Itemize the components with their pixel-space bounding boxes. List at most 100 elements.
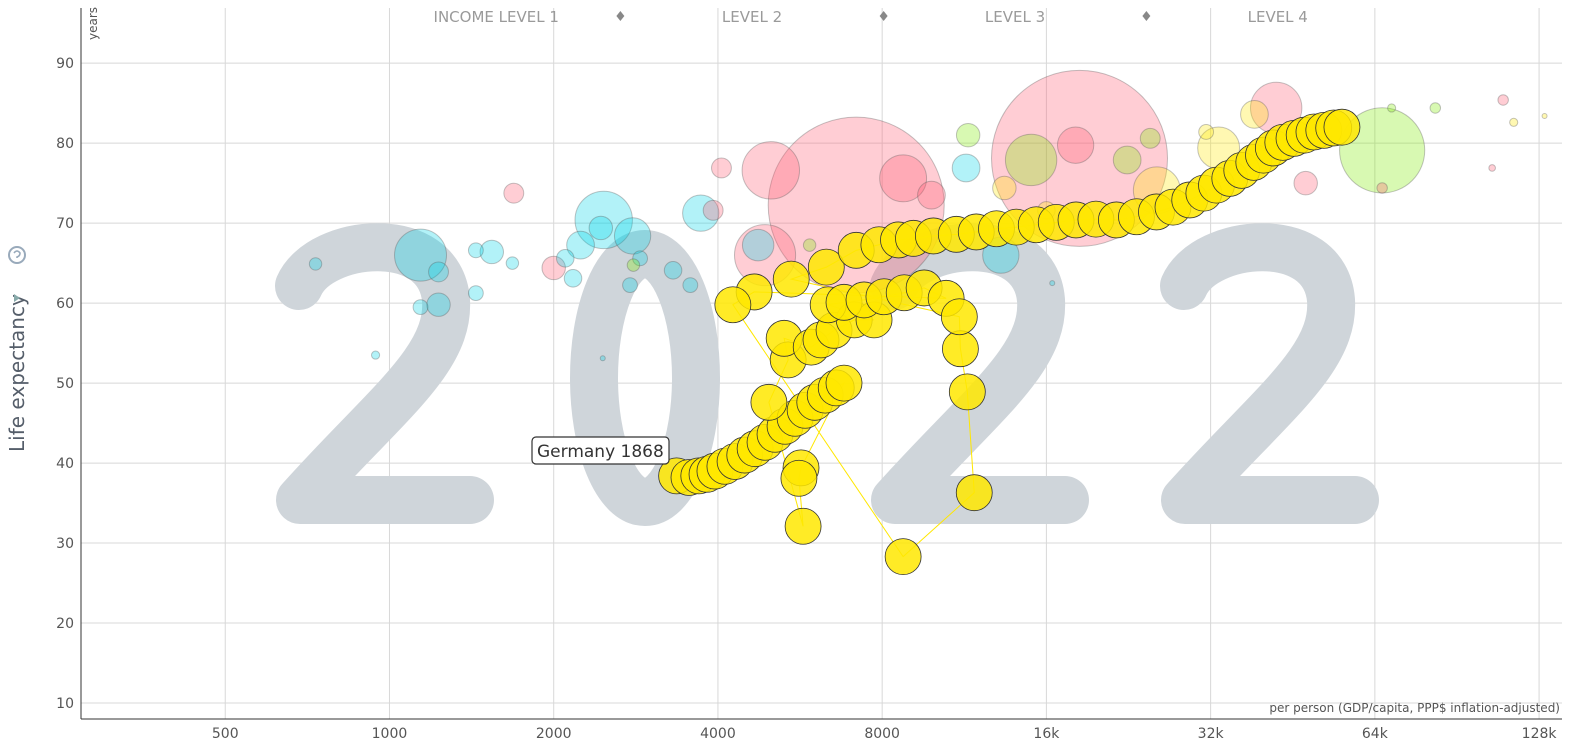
- germany-trail-bubble[interactable]: [784, 507, 822, 545]
- label-box: [531, 436, 670, 465]
- x-tick-label: 32k: [1198, 726, 1225, 742]
- trail-start-label[interactable]: Germany 1868: [531, 436, 670, 465]
- country-bubble[interactable]: [1004, 133, 1058, 187]
- germany-trail-bubble[interactable]: [780, 459, 818, 497]
- germany-trail-bubble[interactable]: [825, 364, 863, 402]
- country-bubble[interactable]: [426, 292, 451, 317]
- dropdown-arrow-icon[interactable]: [14, 294, 20, 302]
- country-bubble[interactable]: [1429, 102, 1442, 114]
- country-bubble[interactable]: [1497, 94, 1509, 106]
- help-icon[interactable]: [8, 246, 26, 264]
- label-text: Germany 1868: [537, 442, 664, 462]
- germany-trail: [658, 108, 1361, 576]
- country-bubble[interactable]: [563, 269, 583, 288]
- y-tick-label: 70: [56, 216, 74, 232]
- country-bubble[interactable]: [711, 157, 732, 179]
- germany-trail-bubble[interactable]: [940, 298, 978, 336]
- country-bubble[interactable]: [1376, 182, 1388, 194]
- country-bubble[interactable]: [1387, 103, 1397, 113]
- country-bubble[interactable]: [1240, 100, 1269, 129]
- germany-trail-bubble[interactable]: [750, 383, 788, 421]
- y-tick-label: 30: [56, 536, 74, 552]
- x-tick-label: 8000: [864, 726, 900, 742]
- country-bubble[interactable]: [1339, 107, 1426, 194]
- germany-trail-bubble[interactable]: [807, 248, 845, 286]
- country-bubble[interactable]: [632, 250, 649, 267]
- country-bubble[interactable]: [1198, 124, 1215, 140]
- country-bubble[interactable]: [1509, 117, 1519, 127]
- country-bubble[interactable]: [613, 217, 652, 255]
- country-bubble[interactable]: [622, 277, 638, 294]
- y-tick-label: 90: [56, 56, 74, 72]
- level-divider-diamond-icon: [616, 11, 625, 21]
- level-divider-diamond-icon: [879, 11, 888, 21]
- country-bubble[interactable]: [541, 255, 566, 281]
- y-tick-label: 50: [56, 376, 74, 392]
- germany-trail-bubble[interactable]: [955, 474, 993, 512]
- y-tick-label: 60: [56, 296, 74, 312]
- country-bubble[interactable]: [1139, 127, 1161, 149]
- country-bubble[interactable]: [412, 299, 429, 316]
- germany-trail-bubble[interactable]: [1323, 108, 1361, 146]
- country-bubble[interactable]: [371, 350, 381, 360]
- country-bubble[interactable]: [991, 69, 1169, 247]
- y-axis-label[interactable]: Life expectancy: [5, 294, 29, 452]
- x-tick-label: 1000: [372, 726, 408, 742]
- country-bubble[interactable]: [1488, 164, 1496, 172]
- income-level-label: INCOME LEVEL 1: [434, 8, 559, 26]
- germany-trail-bubble[interactable]: [948, 373, 986, 411]
- country-bubble[interactable]: [574, 190, 633, 250]
- y-tick-label: 20: [56, 616, 74, 632]
- country-bubble[interactable]: [308, 257, 323, 271]
- country-bubble[interactable]: [955, 122, 981, 148]
- country-bubble[interactable]: [505, 256, 520, 270]
- country-bubble[interactable]: [626, 258, 641, 272]
- x-tick-label: 64k: [1362, 726, 1389, 742]
- country-bubble[interactable]: [503, 182, 525, 204]
- country-bubble[interactable]: [566, 230, 595, 260]
- country-bubble[interactable]: [682, 277, 699, 294]
- germany-trail-bubble[interactable]: [714, 286, 752, 324]
- year-digit-shape: [275, 223, 494, 524]
- country-bubble[interactable]: [663, 261, 683, 280]
- y-axis-title[interactable]: Life expectancy: [5, 246, 29, 452]
- country-bubble[interactable]: [467, 285, 484, 302]
- country-bubble[interactable]: [702, 199, 724, 221]
- country-bubble[interactable]: [879, 154, 928, 203]
- country-bubble[interactable]: [599, 355, 606, 362]
- country-bubble[interactable]: [394, 228, 448, 282]
- country-bubble[interactable]: [1293, 170, 1318, 196]
- axes: 500 1000 2000 4000 8000 16k 32k 64k 128k 10 20 30 40…: [56, 8, 1562, 742]
- country-bubble[interactable]: [802, 238, 817, 252]
- country-bubble[interactable]: [588, 215, 614, 241]
- germany-trail-bubble[interactable]: [941, 330, 979, 368]
- country-bubble[interactable]: [479, 239, 504, 265]
- income-level-label: LEVEL 3: [985, 8, 1045, 26]
- germany-trail-bubble[interactable]: [884, 538, 922, 576]
- x-tick-label: 128k: [1522, 726, 1558, 742]
- y-tick-label: 80: [56, 136, 74, 152]
- y-tick-label: 40: [56, 456, 74, 472]
- country-bubble[interactable]: [1541, 112, 1548, 119]
- level-divider-diamond-icon: [1142, 11, 1151, 21]
- country-bubble[interactable]: [467, 242, 484, 259]
- country-bubble[interactable]: [555, 249, 575, 268]
- country-bubble[interactable]: [428, 261, 449, 283]
- country-bubble[interactable]: [682, 194, 720, 232]
- year-digit-shape: [1160, 223, 1379, 524]
- country-bubble[interactable]: [741, 228, 775, 262]
- germany-trail-bubble[interactable]: [772, 260, 810, 298]
- x-tick-label: 500: [212, 726, 239, 742]
- country-bubble[interactable]: [741, 141, 801, 200]
- year-digit-shape: [570, 230, 720, 526]
- income-level-label: LEVEL 2: [722, 8, 782, 26]
- x-axis-label[interactable]: per person (GDP/capita, PPP$ inflation-a…: [1269, 701, 1560, 715]
- country-bubble[interactable]: [917, 180, 946, 210]
- country-bubble[interactable]: [1056, 126, 1095, 164]
- country-bubble[interactable]: [992, 175, 1017, 201]
- country-bubble[interactable]: [951, 153, 981, 183]
- country-bubble[interactable]: [1049, 280, 1056, 287]
- country-bubble[interactable]: [1112, 145, 1142, 175]
- x-tick-label: 16k: [1033, 726, 1060, 742]
